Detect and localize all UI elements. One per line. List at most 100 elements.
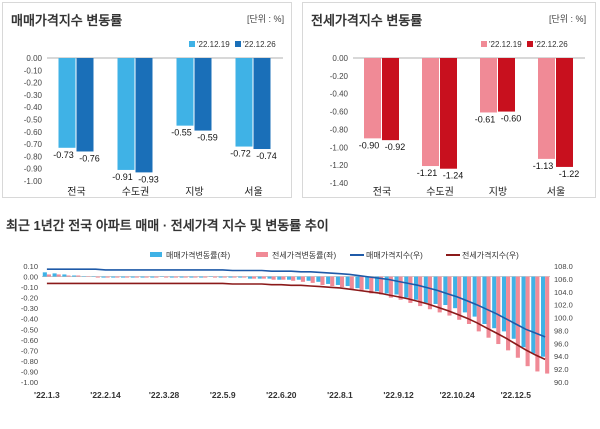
sale-legend-swatch — [189, 41, 195, 47]
trend-panel-title: 최근 1년간 전국 아파트 매매 · 전세가격 지수 및 변동률 추이 — [6, 218, 329, 233]
sale-ytick-label: -0.80 — [24, 152, 43, 161]
sale-ytick-label: -0.10 — [24, 66, 43, 75]
sale-legend-label: '22.12.19 — [197, 40, 230, 49]
sale-rate-bar — [169, 276, 174, 278]
jeonse-bar — [422, 58, 439, 167]
jeonse-rate-chart: 0.00 -0.20 -0.40 -0.60 -0.80 -1.00 -1.20 -1.40 '… — [330, 40, 585, 198]
jeonse-bar — [364, 58, 381, 139]
jeonse-ytick-label: -1.40 — [330, 179, 349, 188]
trend-right-tick-label: 96.0 — [554, 339, 569, 348]
sale-bar — [117, 58, 135, 170]
sale-rate-bar — [404, 276, 409, 298]
jeonse-ytick-label: -0.80 — [330, 125, 349, 134]
sale-rate-bar — [72, 275, 77, 277]
trend-left-tick-label: -0.40 — [21, 315, 38, 324]
trend-x-tick-label: '22.10.24 — [440, 390, 475, 400]
jeonse-rate-bar — [261, 276, 266, 279]
jeonse-bar — [538, 58, 555, 159]
sale-rate-bar — [306, 276, 311, 281]
sale-rate-bar — [345, 276, 350, 287]
sale-rate-bar — [228, 276, 233, 278]
sale-ytick-label: -0.20 — [24, 79, 43, 88]
jeonse-ytick-label: -1.00 — [330, 143, 349, 152]
jeonse-bar-value-label: -1.22 — [559, 169, 580, 179]
sale-bar-value-label: -0.74 — [256, 151, 277, 161]
trend-left-tick-label: -0.20 — [21, 294, 38, 303]
jeonse-rate-bar — [242, 276, 247, 278]
sale-panel-title: 매매가격지수 변동률 — [11, 13, 123, 28]
sale-rate-bar — [501, 276, 507, 332]
jeonse-rate-bar — [310, 276, 315, 283]
sale-bar-value-label: -0.72 — [230, 149, 251, 159]
jeonse-rate-bar — [291, 276, 296, 281]
sale-bar-value-label: -0.55 — [171, 128, 192, 138]
jeonse-rate-bar — [359, 276, 364, 292]
jeonse-rate-bar — [76, 275, 81, 277]
trend-left-tick-label: -0.30 — [21, 304, 38, 313]
jeonse-bar — [440, 58, 457, 169]
jeonse-rate-bar — [95, 276, 100, 278]
jeonse-rate-bar — [173, 276, 178, 278]
sale-rate-bar — [238, 276, 243, 278]
sale-bar-value-label: -0.59 — [197, 133, 218, 143]
trend-x-tick-label: '22.12.5 — [501, 390, 532, 400]
trend-left-tick-label: -0.50 — [21, 325, 38, 334]
sale-rate-bar — [394, 276, 399, 295]
jeonse-rate-bar — [134, 276, 139, 278]
jeonse-bar-value-label: -0.92 — [385, 142, 406, 152]
sale-rate-bar — [52, 273, 57, 277]
jeonse-rate-bar — [330, 276, 335, 287]
sale-unit-label: [단위 : %] — [247, 14, 285, 24]
jeonse-rate-bar — [369, 276, 374, 294]
sale-rate-bar — [62, 274, 67, 277]
jeonse-rate-bar — [252, 276, 257, 279]
jeonse-category-label: 수도권 — [426, 186, 454, 198]
jeonse-bar-value-label: -1.13 — [533, 161, 554, 171]
sale-ytick-label: -0.30 — [24, 91, 43, 100]
sale-ytick-label: -1.00 — [24, 177, 43, 186]
trend-x-tick-label: '22.6.20 — [266, 390, 297, 400]
jeonse-bar — [498, 58, 515, 112]
jeonse-rate-bar — [476, 276, 481, 332]
trend-left-tick-label: -0.10 — [21, 283, 38, 292]
sale-ytick-label: -0.50 — [24, 116, 43, 125]
sale-rate-bar — [267, 276, 272, 279]
jeonse-rate-bar — [203, 276, 208, 278]
trend-right-tick-label: 90.0 — [554, 378, 569, 387]
trend-left-tick-label: -0.70 — [21, 346, 38, 355]
jeonse-legend-label: '22.12.26 — [535, 40, 568, 49]
trend-right-tick-label: 98.0 — [554, 326, 569, 335]
sale-rate-bar — [335, 276, 340, 285]
trend-legend-label: 전세가격지수(우) — [462, 250, 519, 260]
sale-bar — [135, 58, 153, 173]
sale-bar — [253, 58, 271, 150]
sale-rate-bar — [277, 276, 282, 280]
jeonse-bar — [556, 58, 573, 167]
jeonse-rate-bar — [125, 276, 130, 278]
sale-bar — [176, 58, 194, 126]
jeonse-rate-bar — [154, 276, 159, 278]
jeonse-rate-bar — [515, 276, 520, 358]
jeonse-category-label: 서울 — [547, 186, 565, 198]
jeonse-rate-bar — [66, 275, 71, 277]
trend-left-tick-label: -0.80 — [21, 357, 38, 366]
jeonse-rate-bar — [545, 276, 550, 374]
sale-category-label: 수도권 — [122, 186, 150, 198]
sale-rate-bar — [531, 276, 536, 354]
trend-left-tick-label: 0.00 — [23, 273, 38, 282]
trend-right-tick-label: 94.0 — [554, 352, 569, 361]
jeonse-rate-bar — [320, 276, 325, 285]
jeonse-category-label: 전국 — [373, 186, 391, 198]
trend-left-tick-label: -0.60 — [21, 336, 38, 345]
jeonse-rate-bar — [222, 276, 227, 278]
sale-bar — [194, 58, 212, 131]
jeonse-rate-bar — [418, 276, 423, 307]
jeonse-ytick-label: -1.20 — [330, 161, 349, 170]
jeonse-rate-bar — [164, 276, 169, 278]
sale-rate-bar — [101, 276, 106, 278]
sale-category-label: 지방 — [185, 186, 203, 198]
sale-bar — [76, 58, 94, 152]
jeonse-rate-bar — [212, 276, 218, 278]
sale-rate-bar — [365, 276, 370, 290]
sale-rate-bar — [140, 276, 145, 278]
